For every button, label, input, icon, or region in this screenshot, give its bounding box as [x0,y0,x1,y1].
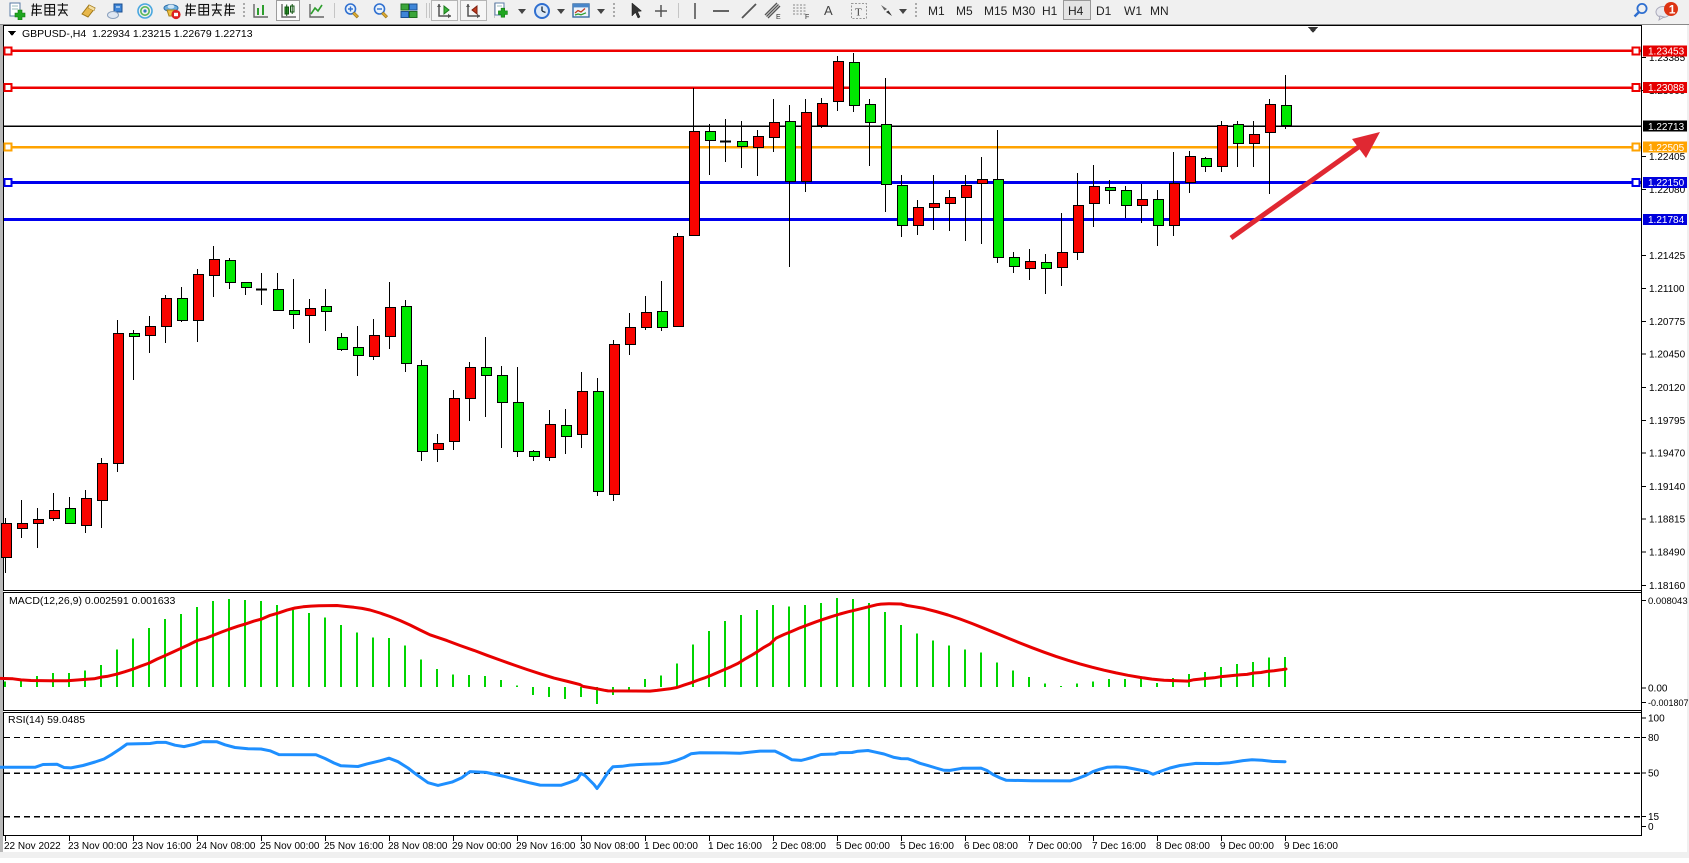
svg-text:25 Nov 16:00: 25 Nov 16:00 [324,841,384,852]
svg-text:F: F [805,14,809,20]
svg-text:1 Dec 00:00: 1 Dec 00:00 [644,841,698,852]
svg-text:1.23453: 1.23453 [1648,46,1685,57]
svg-text:1.19140: 1.19140 [1649,482,1686,493]
svg-text:1.21784: 1.21784 [1648,215,1685,226]
svg-text:RSI(14) 59.0485: RSI(14) 59.0485 [8,714,85,726]
svg-text:1.19795: 1.19795 [1649,416,1686,427]
svg-text:T: T [855,7,862,19]
svg-text:15: 15 [1648,812,1660,823]
svg-text:9 Dec 16:00: 9 Dec 16:00 [1284,841,1338,852]
svg-text:1.21100: 1.21100 [1649,284,1685,295]
svg-text:0.008043: 0.008043 [1648,596,1688,607]
svg-text:1.18490: 1.18490 [1649,548,1686,559]
svg-text:1.18160: 1.18160 [1649,581,1686,592]
svg-text:1.22150: 1.22150 [1648,178,1685,189]
svg-text:1 Dec 16:00: 1 Dec 16:00 [708,841,762,852]
svg-text:E: E [776,14,781,20]
svg-text:1.20450: 1.20450 [1649,350,1686,361]
svg-text:2 Dec 08:00: 2 Dec 08:00 [772,841,826,852]
svg-text:1.23088: 1.23088 [1648,83,1685,94]
svg-text:1.18815: 1.18815 [1649,515,1686,526]
svg-text:6 Dec 08:00: 6 Dec 08:00 [964,841,1018,852]
svg-text:100: 100 [1648,714,1665,725]
svg-text:25 Nov 00:00: 25 Nov 00:00 [260,841,320,852]
svg-text:-0.001807: -0.001807 [1648,698,1689,708]
svg-text:9 Dec 00:00: 9 Dec 00:00 [1220,841,1274,852]
svg-text:0: 0 [1648,822,1654,833]
svg-text:0.00: 0.00 [1648,684,1668,695]
svg-text:1.21425: 1.21425 [1649,251,1686,262]
svg-text:7 Dec 16:00: 7 Dec 16:00 [1092,841,1146,852]
svg-text:1.22505: 1.22505 [1648,143,1685,154]
svg-text:1.22405: 1.22405 [1649,152,1686,163]
svg-text:5 Dec 16:00: 5 Dec 16:00 [900,841,954,852]
svg-text:80: 80 [1648,733,1660,744]
svg-text:GBPUSD-,H4 1.22934 1.23215 1.: GBPUSD-,H4 1.22934 1.23215 1.22679 1.227… [22,28,253,40]
svg-text:1.22713: 1.22713 [1648,122,1685,133]
svg-text:1: 1 [1669,2,1676,16]
svg-text:MACD(12,26,9) 0.002591 0.00163: MACD(12,26,9) 0.002591 0.001633 [9,595,176,607]
svg-text:8 Dec 08:00: 8 Dec 08:00 [1156,841,1210,852]
svg-text:1.22080: 1.22080 [1649,185,1686,196]
svg-text:1.23385: 1.23385 [1649,53,1686,64]
svg-text:23 Nov 16:00: 23 Nov 16:00 [132,841,192,852]
svg-text:30 Nov 08:00: 30 Nov 08:00 [580,841,640,852]
svg-text:7 Dec 00:00: 7 Dec 00:00 [1028,841,1082,852]
svg-text:29 Nov 16:00: 29 Nov 16:00 [516,841,576,852]
svg-text:1.19470: 1.19470 [1649,449,1686,460]
svg-text:1.20120: 1.20120 [1649,383,1686,394]
svg-text:1.20775: 1.20775 [1649,317,1686,328]
svg-text:29 Nov 00:00: 29 Nov 00:00 [452,841,512,852]
svg-text:28 Nov 08:00: 28 Nov 08:00 [388,841,448,852]
svg-text:24 Nov 08:00: 24 Nov 08:00 [196,841,256,852]
svg-text:5 Dec 00:00: 5 Dec 00:00 [836,841,890,852]
svg-text:50: 50 [1648,769,1660,780]
svg-text:23 Nov 00:00: 23 Nov 00:00 [68,841,128,852]
svg-text:22 Nov 2022: 22 Nov 2022 [4,841,61,852]
